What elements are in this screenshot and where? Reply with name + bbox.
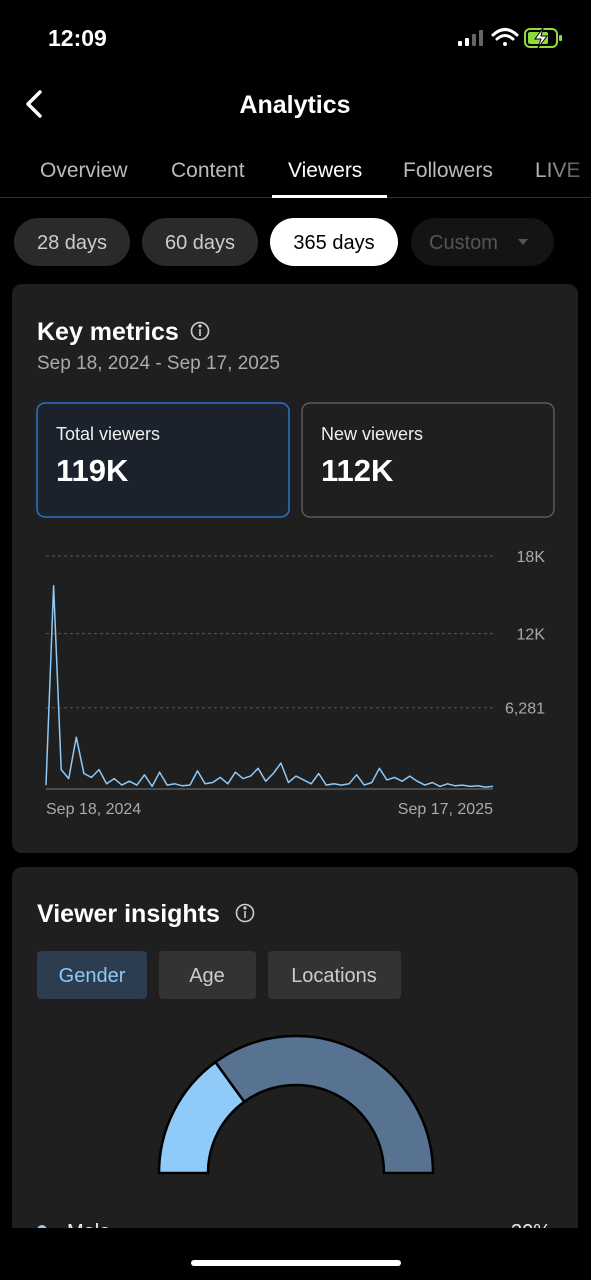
range-label: 365 days — [293, 232, 374, 254]
info-icon[interactable] — [190, 321, 210, 341]
line-series — [45, 585, 494, 788]
card-title: Viewer insights — [37, 900, 220, 928]
info-icon[interactable] — [235, 903, 255, 923]
page-title: Analytics — [239, 91, 350, 119]
metric-value: 119K — [56, 453, 129, 488]
range-label: 28 days — [37, 232, 107, 254]
tab[interactable]: LIVE — [535, 159, 581, 182]
range-label: 60 days — [165, 232, 235, 254]
gauge-segment — [213, 1034, 435, 1175]
x-tick-label: Sep 18, 2024 — [46, 801, 141, 818]
range-pill[interactable] — [142, 218, 258, 266]
home-indicator — [191, 1260, 401, 1266]
metric-value: 112K — [321, 453, 394, 488]
y-tick-label: 18K — [517, 549, 546, 566]
wifi-icon — [491, 28, 519, 46]
status-time: 12:09 — [48, 25, 107, 51]
tab[interactable]: Content — [171, 159, 245, 182]
metric-card[interactable] — [301, 402, 555, 518]
back-button[interactable] — [26, 90, 42, 118]
y-tick-label: 12K — [517, 627, 546, 644]
metric-card-selected[interactable] — [36, 402, 290, 518]
metric-label: New viewers — [321, 424, 423, 444]
date-range: Sep 18, 2024 - Sep 17, 2025 — [37, 353, 280, 374]
y-tick-label: 6,281 — [505, 701, 545, 718]
signal-icon — [458, 30, 483, 46]
tab-active[interactable]: Viewers — [288, 159, 362, 182]
dropdown-arrow — [518, 239, 528, 245]
x-tick-label: Sep 17, 2025 — [398, 801, 493, 818]
insight-tab[interactable] — [159, 951, 256, 999]
insight-tab-label: Locations — [291, 965, 377, 987]
tab[interactable]: Followers — [403, 159, 493, 182]
range-pill-disabled[interactable] — [411, 218, 554, 266]
tab-indicator — [272, 195, 387, 198]
insight-tab-active[interactable] — [37, 951, 147, 999]
card-title: Key metrics — [37, 318, 179, 346]
metric-label: Total viewers — [56, 424, 160, 444]
line-chart: 6,281 12K 18K Sep 18, 2024 Sep 17, 2025 — [45, 549, 546, 818]
range-pill[interactable] — [14, 218, 130, 266]
range-label: Custom — [429, 232, 498, 254]
insight-tab-label: Gender — [59, 965, 126, 987]
tab[interactable]: Overview — [40, 159, 128, 182]
battery-icon — [524, 27, 562, 49]
insight-tab[interactable] — [268, 951, 401, 999]
insight-tab-label: Age — [189, 965, 225, 987]
bottom-bar — [0, 1228, 591, 1280]
range-pill-active[interactable] — [270, 218, 398, 266]
